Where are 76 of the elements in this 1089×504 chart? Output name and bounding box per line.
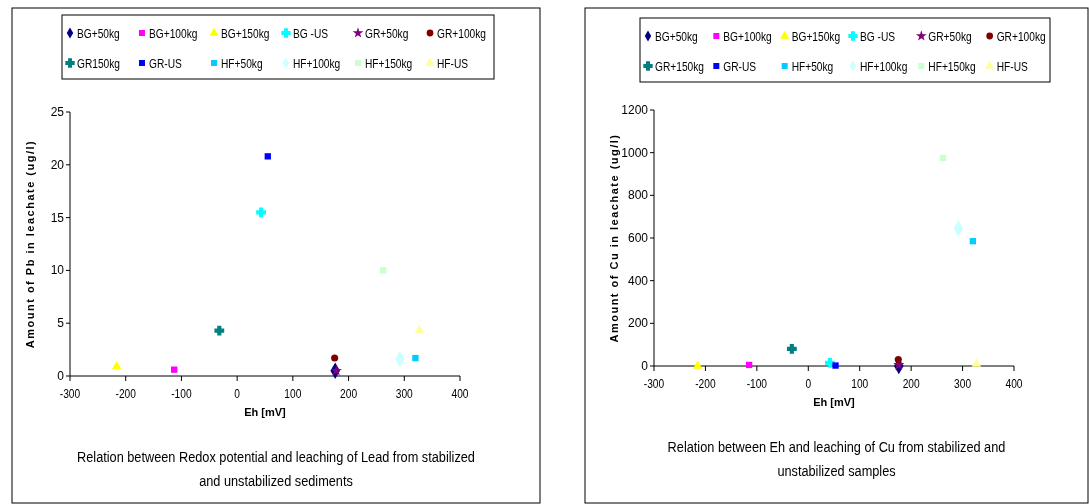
y-tick-label: 25 <box>50 105 65 119</box>
legend-label: HF+150kg <box>928 60 976 74</box>
x-tick-label: -300 <box>59 387 81 401</box>
text: Relation between Eh and leaching of Cu from stabilized and unstabilized samples <box>667 437 1006 480</box>
x-tick-label: 200 <box>340 387 358 401</box>
x-tick-label: 400 <box>1005 377 1023 391</box>
x-tick-label: -200 <box>695 377 716 391</box>
legend-label: BG+150kg <box>791 30 841 44</box>
x-axis-title: Eh [mV] <box>244 406 287 418</box>
x-tick-label: -300 <box>643 377 665 391</box>
legend-label: BG+50kg <box>77 27 120 41</box>
x-tick-label: -100 <box>746 377 768 391</box>
point <box>414 325 425 334</box>
point <box>412 354 419 362</box>
point <box>171 366 178 373</box>
x-tick-label: 0 <box>805 377 812 391</box>
legend-label: GR+150kg <box>655 60 704 74</box>
y-tick-label: 400 <box>627 273 649 288</box>
y-tick-label: 20 <box>50 157 65 172</box>
y-axis-title: Amount of Cu in leachate (ug/l) <box>608 133 620 343</box>
point <box>971 358 982 367</box>
legend-label: BG+150kg <box>221 27 270 41</box>
legend-label: HF-US <box>996 60 1028 74</box>
x-tick-label: 300 <box>395 387 413 401</box>
point <box>745 361 753 369</box>
y-tick-label: 15 <box>50 210 65 225</box>
point <box>330 364 342 376</box>
point <box>786 344 797 354</box>
legend-label: GR-US <box>723 60 757 74</box>
point <box>264 153 271 160</box>
y-tick-label: 0 <box>641 359 649 373</box>
text: Relation between Redox potential and leaching of Lead from stabilized and unstabilized sediments <box>77 447 475 490</box>
y-tick-label: 600 <box>627 231 649 245</box>
legend-label: GR150kg <box>77 57 121 71</box>
point <box>969 238 977 245</box>
legend-label: HF+150kg <box>365 57 413 71</box>
legend-label: GR+50kg <box>365 27 409 41</box>
legend-label: HF+50kg <box>791 60 834 74</box>
legend-label: HF-US <box>437 57 469 71</box>
point <box>379 267 387 274</box>
y-tick-label: 5 <box>57 316 65 331</box>
point <box>214 325 225 336</box>
legend-label: HF+50kg <box>221 57 263 71</box>
point <box>894 356 902 364</box>
x-tick-label: 200 <box>902 377 920 391</box>
point <box>111 360 122 370</box>
x-tick-label: 100 <box>284 387 302 401</box>
point <box>832 362 839 369</box>
legend-label: GR+50kg <box>928 30 972 44</box>
x-axis-title: Eh [mV] <box>813 396 856 408</box>
y-tick-label: 200 <box>627 316 649 331</box>
x-tick-label: 400 <box>451 387 469 401</box>
x-tick-label: 300 <box>954 377 972 391</box>
legend-label: BG+50kg <box>655 30 698 44</box>
legend-label: BG+100kg <box>149 27 198 41</box>
x-tick-label: -200 <box>115 387 136 401</box>
x-tick-label: 100 <box>851 377 869 391</box>
legend-label: BG -US <box>860 30 896 44</box>
y-axis-title: Amount of Pb in leachate (ug/l) <box>24 139 36 349</box>
x-tick-label: 0 <box>234 387 240 401</box>
y-tick-label: 1200 <box>621 103 649 117</box>
legend-label: GR+100kg <box>437 27 486 41</box>
point <box>692 360 703 369</box>
point <box>331 354 339 362</box>
y-tick-label: 1000 <box>621 145 649 160</box>
x-tick-label: -100 <box>171 387 192 401</box>
legend-label: BG -US <box>293 27 329 41</box>
legend-label: HF+100kg <box>293 57 341 71</box>
y-tick-label: 10 <box>50 263 65 278</box>
legend-label: GR-US <box>149 57 182 71</box>
legend-label: GR+100kg <box>996 30 1046 44</box>
legend-label: BG+100kg <box>723 30 772 44</box>
y-tick-label: 800 <box>627 188 649 203</box>
legend-label: HF+100kg <box>860 60 908 74</box>
point <box>256 207 266 218</box>
point <box>939 154 947 162</box>
